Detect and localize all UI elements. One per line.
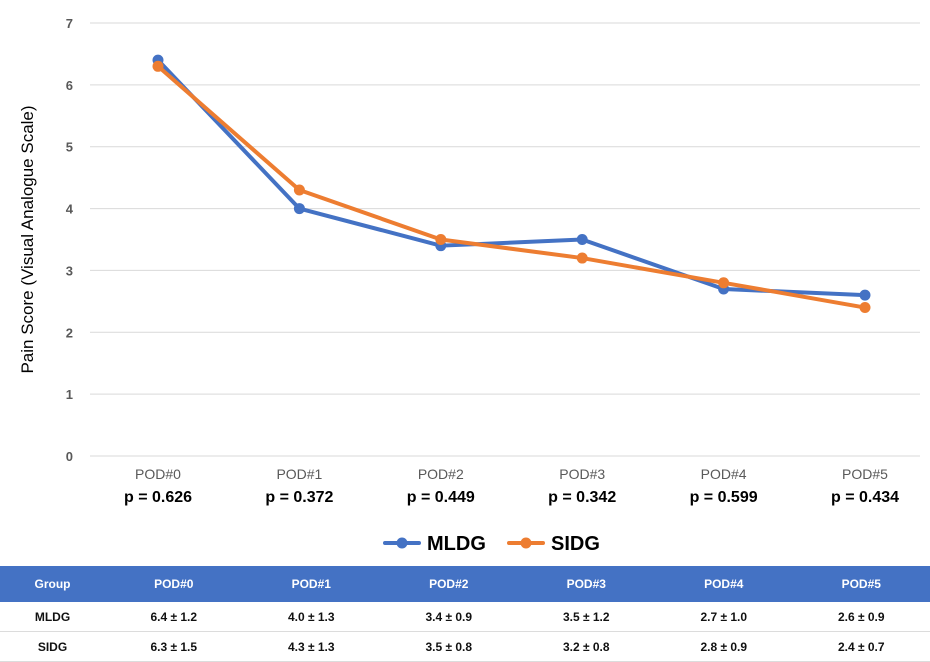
y-tick-label: 0 — [66, 449, 73, 464]
y-tick-label: 4 — [66, 202, 74, 217]
p-value-label: p = 0.434 — [831, 489, 899, 506]
y-tick-label: 3 — [66, 263, 73, 278]
table-cell: 6.4 ± 1.2 — [105, 602, 243, 632]
table-cell: 2.4 ± 0.7 — [793, 632, 930, 662]
data-point-mldg — [294, 203, 305, 214]
legend-label-mldg: MLDG — [427, 533, 486, 555]
p-value-label: p = 0.449 — [407, 489, 475, 506]
data-point-mldg — [577, 234, 588, 245]
data-point-sidg — [435, 234, 446, 245]
legend-marker-sidg — [521, 538, 532, 549]
data-point-sidg — [294, 185, 305, 196]
x-tick-label: POD#1 — [276, 466, 322, 482]
legend-label-sidg: SIDG — [551, 533, 600, 555]
table-header-group: Group — [0, 566, 105, 602]
legend: MLDG SIDG — [385, 533, 600, 555]
p-value-label: p = 0.372 — [265, 489, 333, 506]
table-row-label: SIDG — [0, 632, 105, 662]
legend-marker-mldg — [397, 538, 408, 549]
line-chart: 0 1 2 3 4 5 6 7 Pain Score (Visual Analogue Sca… — [0, 0, 930, 566]
table-header-cell: POD#2 — [380, 566, 518, 602]
x-tick-label: POD#0 — [135, 466, 181, 482]
series-layer — [153, 55, 871, 313]
x-tick-label: POD#3 — [559, 466, 605, 482]
table-header-cell: POD#3 — [518, 566, 656, 602]
table-cell: 4.0 ± 1.3 — [243, 602, 381, 632]
series-line-sidg — [158, 66, 865, 307]
table-cell: 6.3 ± 1.5 — [105, 632, 243, 662]
table-cell: 4.3 ± 1.3 — [243, 632, 381, 662]
x-tick-label: POD#2 — [418, 466, 464, 482]
table-header-cell: POD#1 — [243, 566, 381, 602]
x-tick-label: POD#5 — [842, 466, 888, 482]
table-header-cell: POD#5 — [793, 566, 930, 602]
series-line-mldg — [158, 60, 865, 295]
table-row-label: MLDG — [0, 602, 105, 632]
p-value-label: p = 0.626 — [124, 489, 192, 506]
data-point-sidg — [718, 277, 729, 288]
data-point-mldg — [860, 290, 871, 301]
data-point-sidg — [153, 61, 164, 72]
x-tick-labels: POD#0 POD#1 POD#2 POD#3 POD#4 POD#5 — [135, 466, 888, 482]
y-tick-label: 6 — [66, 78, 73, 93]
y-tick-labels: 0 1 2 3 4 5 6 7 — [66, 16, 74, 464]
y-axis-label: Pain Score (Visual Analogue Scale) — [18, 105, 37, 373]
p-value-label: p = 0.342 — [548, 489, 616, 506]
x-tick-label: POD#4 — [701, 466, 747, 482]
y-tick-label: 5 — [66, 140, 73, 155]
p-value-label: p = 0.599 — [690, 489, 758, 506]
y-tick-label: 1 — [66, 387, 73, 402]
p-value-labels: p = 0.626 p = 0.372 p = 0.449 p = 0.342 p = … — [124, 489, 899, 506]
y-tick-label: 7 — [66, 16, 73, 31]
table-cell: 2.6 ± 0.9 — [793, 602, 930, 632]
table-cell: 2.7 ± 1.0 — [655, 602, 793, 632]
table-cell: 2.8 ± 0.9 — [655, 632, 793, 662]
data-point-sidg — [577, 253, 588, 264]
table-header-cell: POD#4 — [655, 566, 793, 602]
table-cell: 3.5 ± 0.8 — [380, 632, 518, 662]
table-cell: 3.4 ± 0.9 — [380, 602, 518, 632]
table-header-cell: POD#0 — [105, 566, 243, 602]
y-tick-label: 2 — [66, 325, 73, 340]
data-point-sidg — [860, 302, 871, 313]
grid-layer — [90, 23, 920, 456]
table-cell: 3.5 ± 1.2 — [518, 602, 656, 632]
table-cell: 3.2 ± 0.8 — [518, 632, 656, 662]
